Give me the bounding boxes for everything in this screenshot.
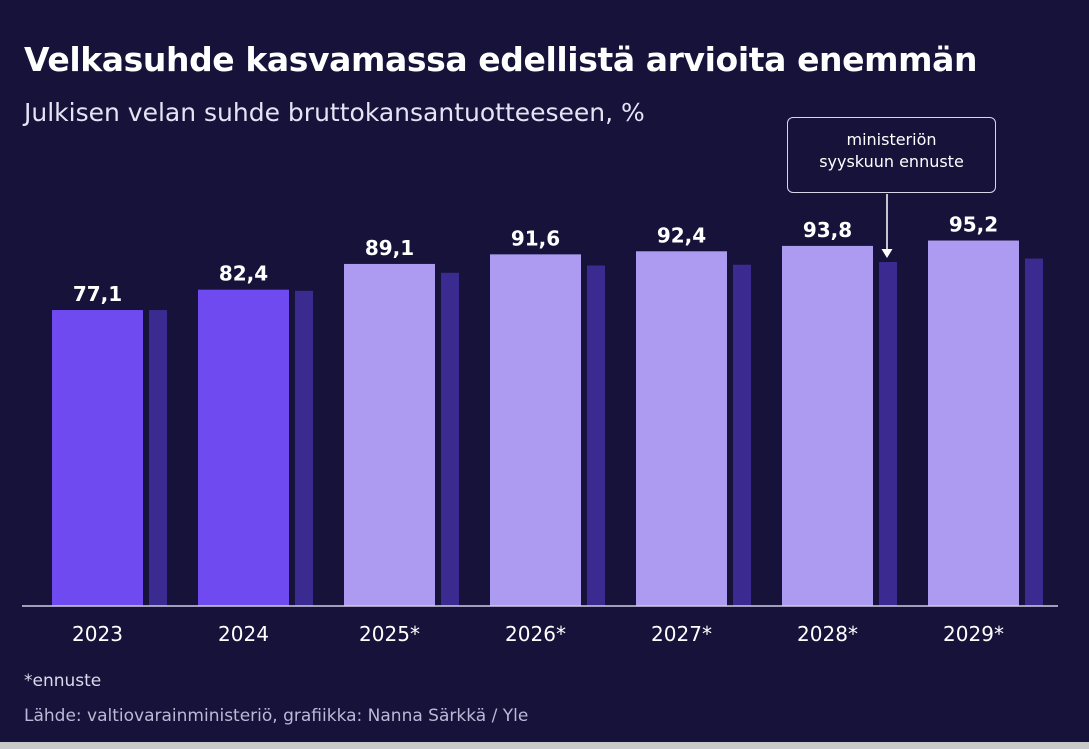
value-label-5: 93,8 <box>803 218 852 242</box>
main-bars <box>52 240 1019 606</box>
value-label-3: 91,6 <box>511 226 560 250</box>
previous-forecast-bar-5 <box>879 262 897 606</box>
bar-3 <box>490 254 581 606</box>
x-tick-labels: 2023 2024 2025* 2026* 2027* 2028* 2029* <box>72 622 1004 646</box>
bar-4 <box>636 251 727 606</box>
bar-6 <box>928 240 1019 606</box>
value-label-2: 89,1 <box>365 236 414 260</box>
previous-forecast-bar-4 <box>733 264 751 606</box>
x-tick-label-6: 2029* <box>943 622 1004 646</box>
previous-forecast-bar-2 <box>441 272 459 606</box>
x-tick-label-3: 2026* <box>505 622 566 646</box>
bar-1 <box>198 289 289 606</box>
x-tick-label-5: 2028* <box>797 622 858 646</box>
x-tick-label-4: 2027* <box>651 622 712 646</box>
previous-forecast-bar-6 <box>1025 258 1043 606</box>
forecast-note: *ennuste <box>24 671 102 691</box>
previous-forecast-bar-3 <box>587 265 605 606</box>
callout-arrow <box>881 194 893 258</box>
previous-forecast-bars <box>149 258 1043 606</box>
x-tick-label-0: 2023 <box>72 622 123 646</box>
x-tick-label-1: 2024 <box>218 622 269 646</box>
value-label-1: 82,4 <box>219 262 268 286</box>
bar-0 <box>52 310 143 606</box>
chart-title: Velkasuhde kasvamassa edellistä arvioita… <box>24 40 978 79</box>
callout-arrow-head <box>881 249 893 258</box>
callout-line-2: syyskuun ennuste <box>819 152 964 171</box>
value-labels: 77,1 82,4 89,1 91,6 92,4 93,8 95,2 <box>73 213 998 306</box>
previous-forecast-bar-0 <box>149 310 167 606</box>
bar-2 <box>344 263 435 606</box>
x-tick-label-2: 2025* <box>359 622 420 646</box>
value-label-4: 92,4 <box>657 223 706 247</box>
previous-forecast-bar-1 <box>295 290 313 606</box>
value-label-0: 77,1 <box>73 282 122 306</box>
value-label-6: 95,2 <box>949 213 998 237</box>
chart-subtitle: Julkisen velan suhde bruttokansantuottee… <box>24 98 645 127</box>
bar-5 <box>782 245 873 606</box>
forecast-callout: ministeriön syyskuun ennuste <box>787 117 996 193</box>
callout-line-1: ministeriön <box>846 130 937 149</box>
source-text: Lähde: valtiovarainministeriö, grafiikka… <box>24 706 529 726</box>
bottom-strip <box>0 742 1089 749</box>
